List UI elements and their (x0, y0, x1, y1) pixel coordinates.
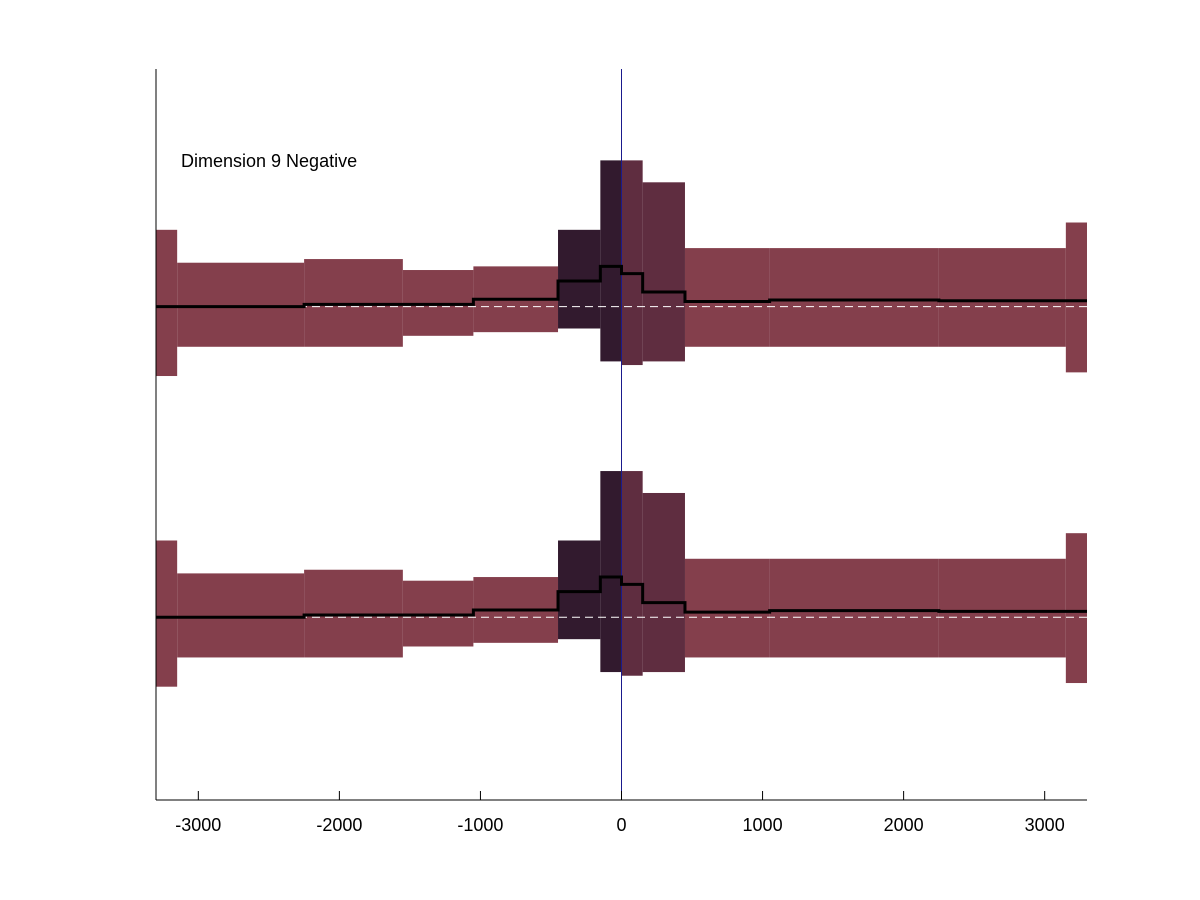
band-segment-1-5 (558, 540, 601, 640)
band-segment-0-9 (684, 248, 770, 347)
band-segment-1-11 (938, 558, 1066, 658)
band-segment-0-1 (177, 262, 305, 347)
mean-step-line-0 (156, 264, 1087, 309)
band-segment-0-12 (1065, 222, 1087, 373)
x-tick-label-2: -1000 (457, 815, 503, 835)
band-segment-0-11 (938, 248, 1066, 347)
mean-line-layer (156, 264, 1087, 619)
band-segment-0-6 (600, 160, 622, 362)
band-segment-1-1 (177, 573, 305, 658)
band-segment-1-12 (1065, 533, 1087, 684)
chart-annotation: Dimension 9 Negative (181, 151, 357, 171)
band-segment-1-9 (684, 558, 770, 658)
band-segment-1-8 (642, 492, 685, 673)
tick-layer: -3000 -2000 -1000 0 1000 2000 3000 (175, 791, 1065, 835)
band-segment-0-7 (621, 160, 643, 366)
x-tick-label-5: 2000 (884, 815, 924, 835)
band-segment-1-0 (156, 540, 178, 687)
x-tick-label-4: 1000 (743, 815, 783, 835)
x-tick-label-1: -2000 (316, 815, 362, 835)
band-segment-1-7 (621, 471, 643, 676)
mean-step-line-1 (156, 575, 1087, 619)
x-tick-label-3: 0 (616, 815, 626, 835)
band-segment-1-6 (600, 471, 622, 673)
band-segment-0-8 (642, 182, 685, 362)
band-segment-1-10 (769, 558, 939, 658)
band-segment-0-10 (769, 248, 939, 347)
x-tick-label-6: 3000 (1025, 815, 1065, 835)
band-segment-0-0 (156, 229, 178, 377)
x-tick-label-0: -3000 (175, 815, 221, 835)
band-segment-0-5 (558, 229, 601, 329)
